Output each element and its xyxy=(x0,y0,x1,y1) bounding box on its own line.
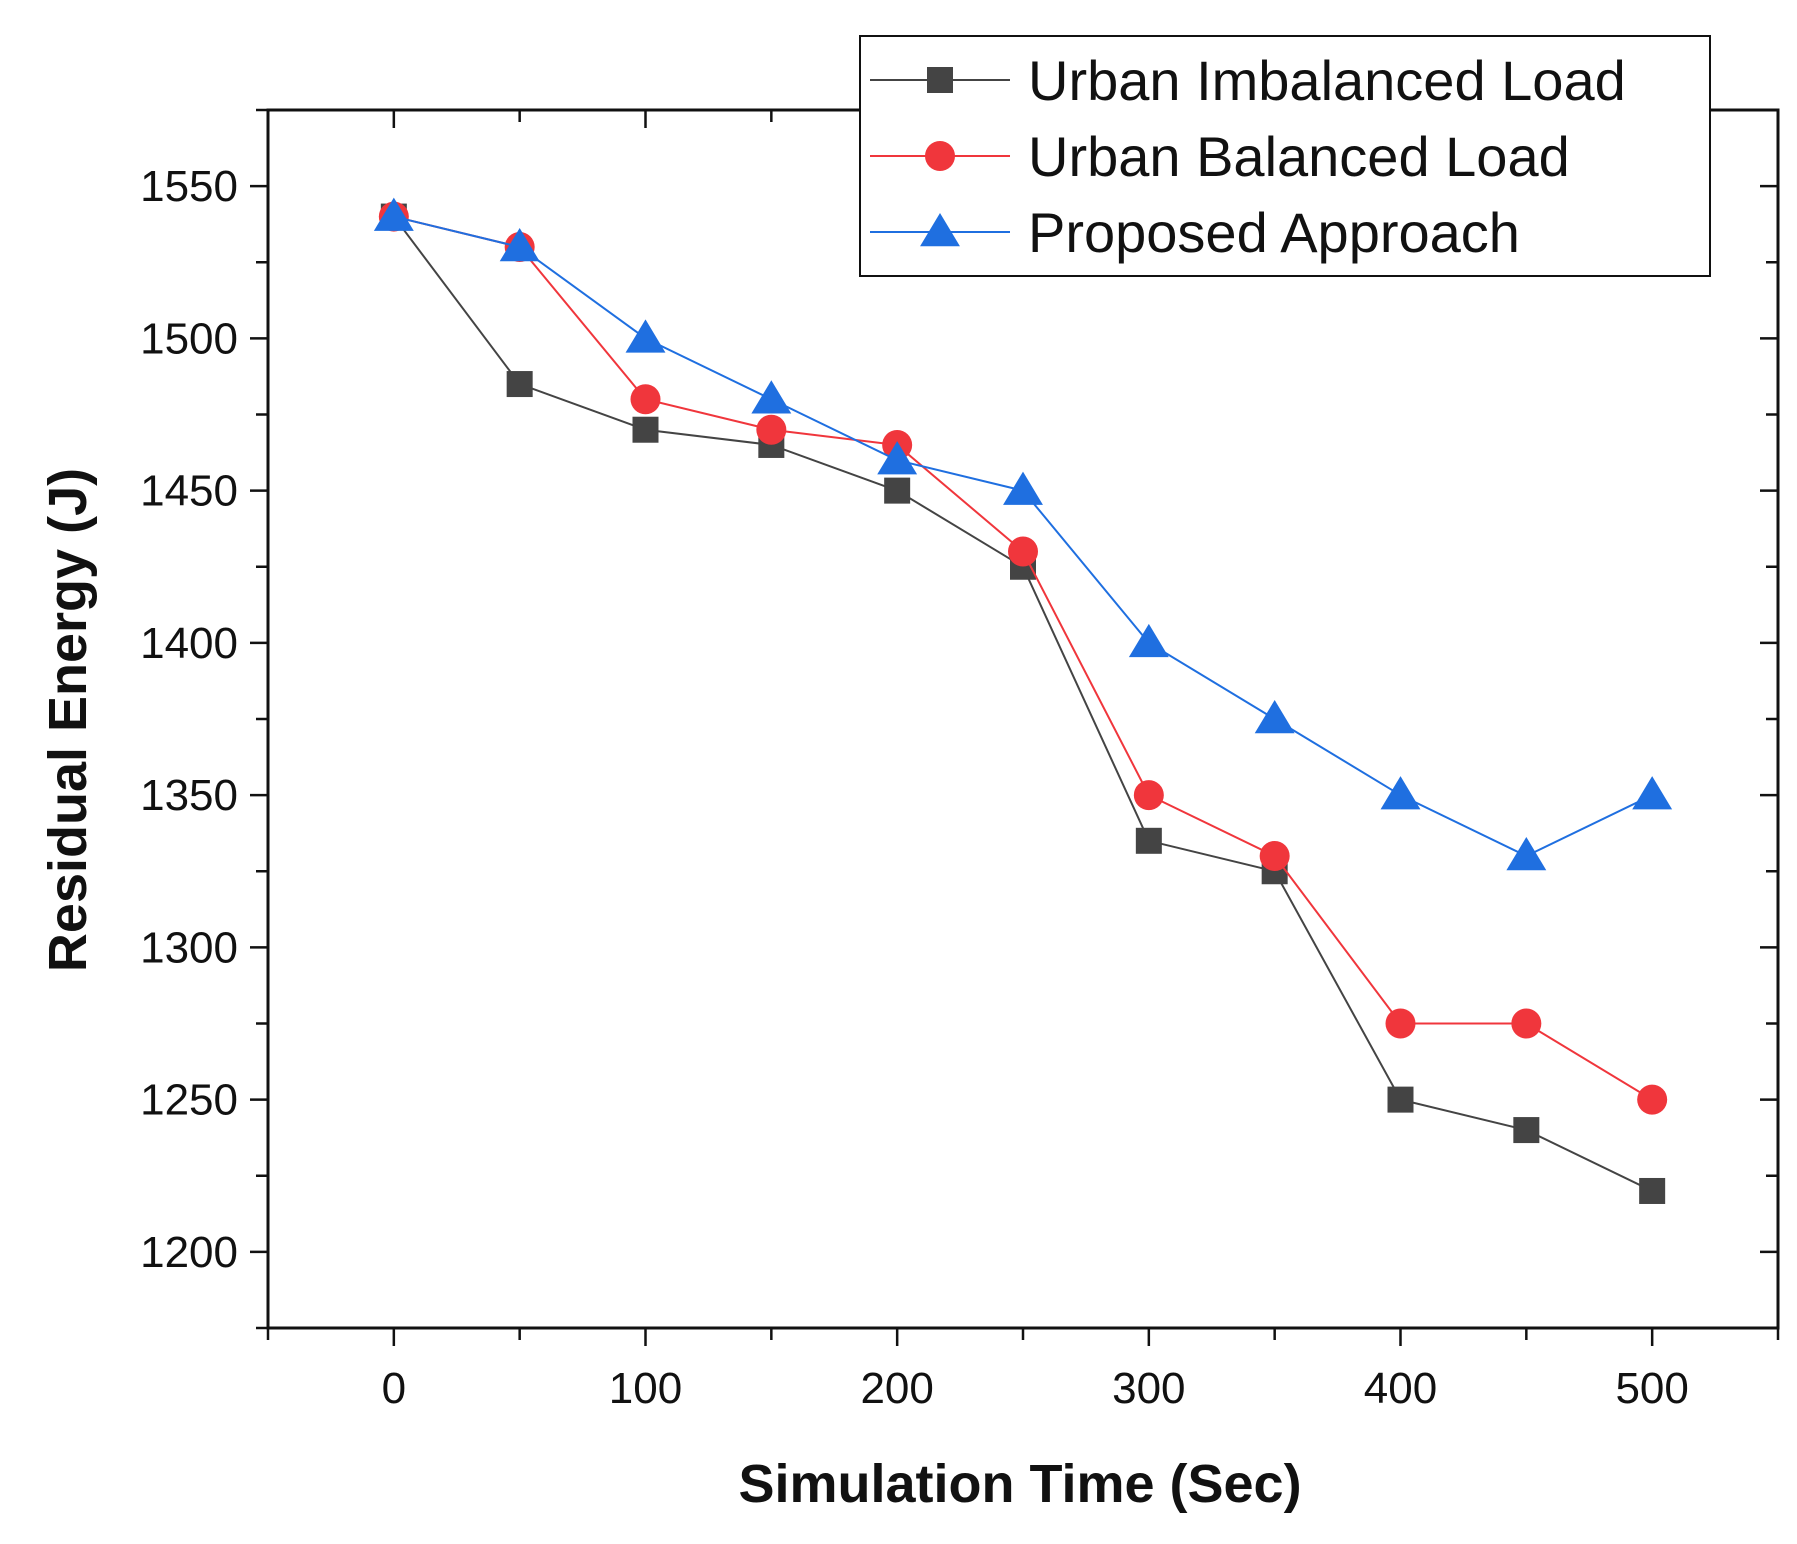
legend-item: Urban Balanced Load xyxy=(870,125,1570,188)
x-tick-label: 0 xyxy=(382,1364,406,1413)
data-point xyxy=(1511,1008,1542,1039)
data-point xyxy=(751,380,792,414)
axes: 0 100 200 300 400 500 1200 1250 1300 1350 1400 1450… xyxy=(140,108,1780,1413)
data-point xyxy=(1387,1086,1414,1113)
y-tick-label: 1400 xyxy=(140,619,238,668)
legend-item: Urban Imbalanced Load xyxy=(870,49,1626,112)
series-line xyxy=(393,215,1653,1101)
data-point xyxy=(1637,1084,1668,1115)
x-axis-title: Simulation Time (Sec) xyxy=(738,1454,1301,1514)
series-proposed-approach xyxy=(373,197,1673,871)
data-point xyxy=(1133,780,1164,811)
x-tick-label: 400 xyxy=(1364,1364,1437,1413)
legend-item: Proposed Approach xyxy=(870,201,1520,264)
x-tick-label: 200 xyxy=(860,1364,933,1413)
data-point xyxy=(506,371,533,398)
x-tick-label: 300 xyxy=(1112,1364,1185,1413)
data-point xyxy=(1506,837,1547,871)
legend: Urban Imbalanced Load Urban Balanced Load… xyxy=(859,35,1711,277)
series-layer xyxy=(373,197,1673,1204)
legend-marker xyxy=(925,141,955,171)
data-point xyxy=(1128,623,1169,658)
series-line xyxy=(393,215,1653,1192)
y-tick-label: 1200 xyxy=(140,1228,238,1277)
legend-label: Proposed Approach xyxy=(1028,201,1520,264)
data-point xyxy=(1639,1177,1666,1204)
x-tick-label: 100 xyxy=(609,1364,682,1413)
series-urban-balanced-load xyxy=(378,201,1668,1115)
legend-marker xyxy=(927,67,953,93)
y-tick-label: 1450 xyxy=(140,467,238,516)
data-point xyxy=(1259,841,1290,872)
data-point xyxy=(884,477,911,504)
data-point xyxy=(625,319,666,353)
data-point xyxy=(1380,776,1421,810)
series-line xyxy=(393,215,1653,858)
y-tick-label: 1350 xyxy=(140,771,238,820)
plot-frame xyxy=(266,108,1780,1330)
data-point xyxy=(1254,700,1295,734)
data-point xyxy=(499,228,540,262)
x-tick-label: 500 xyxy=(1615,1364,1688,1413)
data-point xyxy=(632,416,659,443)
data-point xyxy=(1135,827,1162,854)
data-point xyxy=(1008,536,1038,567)
y-axis-title: Residual Energy (J) xyxy=(38,468,98,972)
series-urban-imbalanced-load xyxy=(380,203,1666,1204)
data-point xyxy=(877,441,918,475)
data-point xyxy=(1513,1117,1540,1144)
data-point xyxy=(1385,1008,1416,1039)
data-point xyxy=(373,197,414,231)
legend-marker xyxy=(920,213,960,247)
legend-label: Urban Imbalanced Load xyxy=(1028,49,1626,112)
y-tick-label: 1550 xyxy=(140,162,238,211)
y-tick-label: 1500 xyxy=(140,314,238,363)
legend-label: Urban Balanced Load xyxy=(1028,125,1570,188)
data-point xyxy=(756,414,787,445)
data-point xyxy=(1632,776,1673,810)
data-point xyxy=(630,384,661,415)
y-tick-label: 1250 xyxy=(140,1076,238,1125)
y-tick-label: 1300 xyxy=(140,923,238,972)
data-point xyxy=(1003,471,1043,505)
